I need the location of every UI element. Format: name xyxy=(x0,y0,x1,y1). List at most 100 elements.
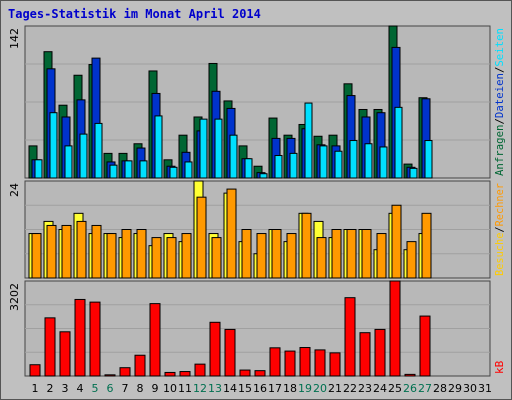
chart-title: Tages-Statistik im Monat April 2014 xyxy=(8,7,261,21)
bar-seiten xyxy=(34,159,43,179)
x-tick-label: 19 xyxy=(298,382,312,395)
bar-rechner xyxy=(286,233,297,279)
bar-seiten xyxy=(334,150,343,179)
x-tick-label: 12 xyxy=(193,382,207,395)
x-tick-label: 3 xyxy=(62,382,69,395)
bar-kb xyxy=(149,303,161,377)
bar-seiten xyxy=(349,140,358,179)
legend-anfragen: Anfragen xyxy=(493,125,506,176)
legend-kb: kB xyxy=(493,360,506,374)
bar-kb xyxy=(164,371,176,377)
bar-rechner xyxy=(91,224,102,279)
x-tick-label: 27 xyxy=(418,382,432,395)
x-tick-label: 17 xyxy=(268,382,282,395)
bar-kb xyxy=(344,297,356,377)
bar-rechner xyxy=(121,229,132,279)
bar-kb xyxy=(209,321,221,377)
bar-seiten xyxy=(154,115,163,179)
bar-kb xyxy=(179,371,191,377)
bar-rechner xyxy=(61,224,72,279)
bar-seiten xyxy=(424,140,433,179)
kb-panel-grid xyxy=(25,304,490,353)
x-tick-label: 25 xyxy=(388,382,402,395)
bar-kb xyxy=(329,352,341,377)
bar-kb xyxy=(269,347,281,377)
x-tick-label: 1 xyxy=(32,382,39,395)
bar-kb xyxy=(254,370,266,377)
requests-panel-legend: Anfragen/Dateien/Seiten xyxy=(493,28,506,176)
bar-seiten xyxy=(124,160,133,179)
x-tick-label: 5 xyxy=(92,382,99,395)
bar-rechner xyxy=(421,212,432,279)
bar-seiten xyxy=(319,145,328,179)
bar-rechner xyxy=(316,237,327,279)
bar-seiten xyxy=(64,145,73,179)
bar-rechner xyxy=(31,233,42,279)
x-tick-label: 16 xyxy=(253,382,267,395)
y-axis-max-label: 3202 xyxy=(8,283,21,311)
x-tick-label: 4 xyxy=(77,382,84,395)
bar-seiten xyxy=(409,167,418,179)
bar-rechner xyxy=(406,241,417,279)
bar-kb xyxy=(404,373,416,377)
bar-rechner xyxy=(151,237,162,279)
bar-rechner xyxy=(256,233,267,279)
legend-rechner: Rechner xyxy=(493,183,506,227)
bar-seiten xyxy=(229,134,238,179)
bar-rechner xyxy=(181,233,192,279)
bar-seiten xyxy=(259,173,268,179)
bar-kb xyxy=(374,328,386,377)
x-tick-label: 20 xyxy=(313,382,327,395)
bar-kb xyxy=(119,367,131,377)
bar-rechner xyxy=(136,229,147,279)
legend-separator: / xyxy=(493,67,506,73)
bar-seiten xyxy=(139,160,148,179)
bar-seiten xyxy=(394,106,403,179)
x-tick-label: 23 xyxy=(358,382,372,395)
bar-kb xyxy=(239,369,251,377)
x-tick-label: 28 xyxy=(433,382,447,395)
bar-kb xyxy=(194,363,206,377)
bar-rechner xyxy=(166,237,177,279)
legend-separator: / xyxy=(493,226,506,232)
y-axis-max-label: 24 xyxy=(8,183,21,197)
bar-kb xyxy=(89,301,101,377)
bar-rechner xyxy=(46,224,57,279)
kb-panel-legend: kB xyxy=(493,360,506,374)
bar-seiten xyxy=(184,161,193,179)
bar-rechner xyxy=(226,188,237,279)
bar-rechner xyxy=(211,237,222,279)
x-tick-label: 18 xyxy=(283,382,297,395)
bar-seiten xyxy=(109,164,118,179)
bar-kb xyxy=(44,317,56,377)
bar-rechner xyxy=(106,233,117,279)
bar-seiten xyxy=(304,102,313,179)
bar-kb xyxy=(224,328,236,377)
bar-kb xyxy=(74,298,86,377)
bar-kb xyxy=(284,350,296,377)
legend-dateien: Dateien xyxy=(493,73,506,118)
bar-rechner xyxy=(241,229,252,279)
x-tick-label: 15 xyxy=(238,382,252,395)
bar-seiten xyxy=(364,143,373,179)
bar-seiten xyxy=(244,158,253,179)
x-tick-label: 11 xyxy=(178,382,192,395)
x-tick-label: 13 xyxy=(208,382,222,395)
bar-rechner xyxy=(346,229,357,279)
bar-seiten xyxy=(49,112,58,179)
x-tick-label: 29 xyxy=(448,382,462,395)
x-tick-label: 7 xyxy=(122,382,129,395)
bar-kb xyxy=(29,364,41,377)
bar-rechner xyxy=(76,220,87,279)
bar-seiten xyxy=(289,152,298,179)
x-tick-label: 31 xyxy=(478,382,492,395)
x-tick-label: 21 xyxy=(328,382,342,395)
bar-seiten xyxy=(169,166,178,179)
bar-kb xyxy=(389,280,401,377)
bar-seiten xyxy=(274,155,283,179)
x-tick-label: 9 xyxy=(152,382,159,395)
x-tick-label: 30 xyxy=(463,382,477,395)
x-tick-label: 2 xyxy=(47,382,54,395)
x-tick-label: 24 xyxy=(373,382,387,395)
